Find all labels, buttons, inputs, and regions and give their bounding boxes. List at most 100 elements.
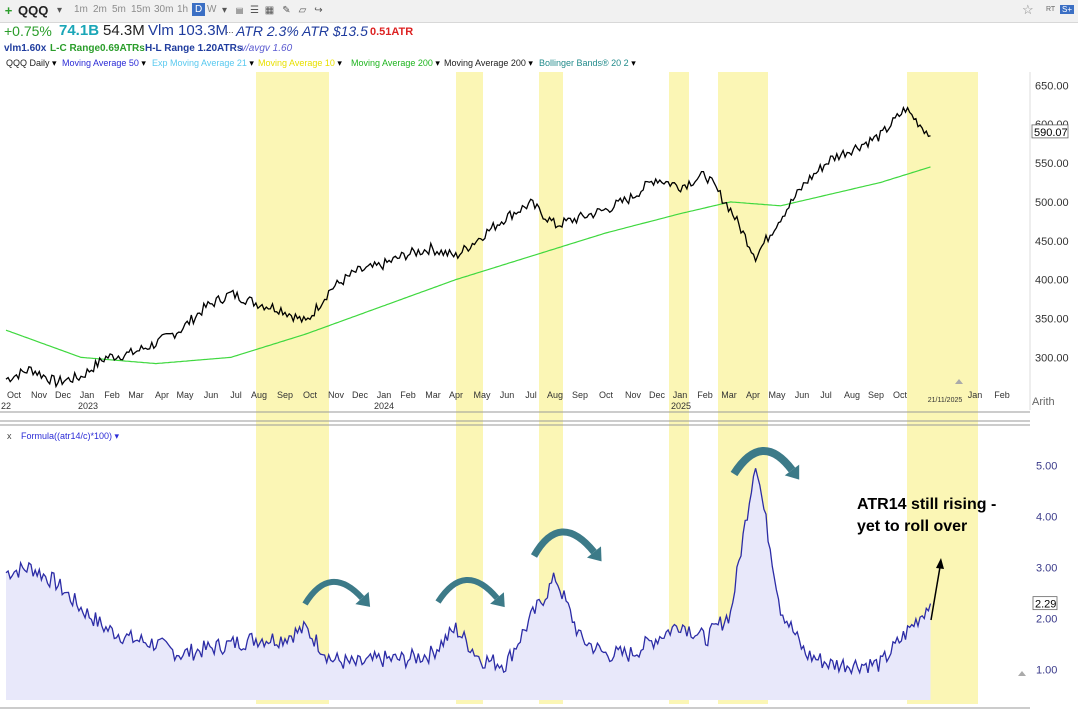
indicator-ma200-black[interactable]: Moving Average 200 ▾ bbox=[444, 58, 533, 68]
year-label: 2023 bbox=[78, 401, 98, 411]
month-label: May bbox=[768, 390, 786, 400]
scale-label: Arith bbox=[1032, 396, 1055, 408]
chart-type-icon[interactable]: ▤ bbox=[235, 6, 244, 15]
month-label: Dec bbox=[55, 390, 72, 400]
price-tick-label: 400.00 bbox=[1035, 275, 1069, 287]
arrow-2-body bbox=[435, 577, 500, 604]
interval-1m[interactable]: 1m bbox=[74, 4, 88, 15]
interval-d[interactable]: D bbox=[192, 3, 206, 16]
indicator-bollinger[interactable]: Bollinger Bands® 20 2 ▾ bbox=[539, 58, 636, 68]
month-label: Aug bbox=[844, 390, 860, 400]
interval-2m[interactable]: 2m bbox=[93, 4, 107, 15]
interval-30m[interactable]: 30m bbox=[154, 4, 174, 15]
indicator-ma50[interactable]: Moving Average 50 ▾ bbox=[62, 58, 146, 68]
toolbar: + QQQ ▾ 1m 2m 5m 15m 30m 1h D W ▾ ▤ ☰ ▦ … bbox=[0, 0, 1078, 23]
month-label: Aug bbox=[251, 390, 267, 400]
month-label: Sep bbox=[277, 390, 293, 400]
month-label: Oct bbox=[7, 390, 22, 400]
arrow-4-body bbox=[730, 447, 796, 477]
symbol-input[interactable]: QQQ bbox=[18, 3, 49, 18]
month-label: Feb bbox=[104, 390, 120, 400]
month-label: Dec bbox=[352, 390, 369, 400]
atr-tick-label: 1.00 bbox=[1036, 664, 1057, 676]
indicator-ma200-green[interactable]: Moving Average 200 ▾ bbox=[351, 58, 440, 68]
annotation-line-2: yet to roll over bbox=[857, 518, 968, 535]
dropdown-icon[interactable]: ▾ bbox=[56, 5, 63, 16]
draw-icon[interactable]: ✎ bbox=[282, 5, 291, 16]
note-icon[interactable]: ▱ bbox=[298, 5, 307, 16]
current-atr-label: 2.29 bbox=[1035, 599, 1056, 611]
highlight-band-1 bbox=[256, 72, 329, 704]
rising-arrow-head bbox=[936, 558, 944, 569]
star-icon[interactable]: ☆ bbox=[1022, 2, 1034, 17]
axes: 650.00600.00550.00500.00450.00400.00350.… bbox=[0, 72, 1069, 709]
annotation-arrows bbox=[302, 447, 944, 621]
month-label: Oct bbox=[303, 390, 318, 400]
month-label: Sep bbox=[572, 390, 588, 400]
arrow-1-body bbox=[302, 579, 365, 606]
indicator-bar: QQQ Daily ▾ Moving Average 50 ▾ Exp Movi… bbox=[0, 58, 1078, 72]
month-label: Nov bbox=[31, 390, 48, 400]
month-label: Apr bbox=[449, 390, 463, 400]
rt-label: RT bbox=[1046, 6, 1056, 13]
month-label: May bbox=[473, 390, 491, 400]
month-label: May bbox=[176, 390, 194, 400]
atr-tick-label: 3.00 bbox=[1036, 562, 1057, 574]
month-label: Sep bbox=[868, 390, 884, 400]
month-label: Oct bbox=[893, 390, 908, 400]
month-label: Jun bbox=[500, 390, 515, 400]
annotation-line-1: ATR14 still rising - bbox=[857, 496, 997, 513]
atr-line bbox=[5, 468, 932, 676]
price-tick-label: 300.00 bbox=[1035, 352, 1069, 364]
atr-area-fill bbox=[6, 468, 931, 700]
interval-5m[interactable]: 5m bbox=[112, 4, 126, 15]
year-label: 2025 bbox=[671, 401, 691, 411]
s-plus-badge[interactable]: S+ bbox=[1060, 5, 1075, 14]
grid-icon[interactable]: ▦ bbox=[264, 5, 275, 16]
indicator-ema21[interactable]: Exp Moving Average 21 ▾ bbox=[152, 58, 254, 68]
interval-1h[interactable]: 1h bbox=[177, 4, 189, 15]
atr-multiple: 0.51ATR bbox=[370, 26, 414, 38]
atr-tick-label: 2.00 bbox=[1036, 613, 1057, 625]
plus-icon[interactable]: + bbox=[4, 3, 13, 18]
interval-dropdown-icon[interactable]: ▾ bbox=[221, 5, 228, 16]
formula-label[interactable]: Formula((atr14/c)*100) ▾ bbox=[21, 431, 120, 441]
scroll-up-icon bbox=[955, 379, 963, 384]
dots: ... bbox=[226, 25, 234, 35]
interval-15m[interactable]: 15m bbox=[131, 4, 151, 15]
month-label: Jan bbox=[80, 390, 95, 400]
quote-line: +0.75% 74.1B 54.3M Vlm 103.3M ... ATR 2.… bbox=[0, 22, 1078, 40]
arrow-3-body bbox=[530, 528, 597, 558]
arrow-3-head bbox=[587, 546, 602, 562]
month-label: Jan bbox=[968, 390, 983, 400]
scroll-up-icon bbox=[1018, 671, 1026, 676]
interval-w[interactable]: W bbox=[207, 4, 217, 15]
price-tick-label: 550.00 bbox=[1035, 158, 1069, 170]
close-panel-button[interactable]: x bbox=[7, 431, 12, 441]
date-label: 21/11/2025 bbox=[928, 397, 963, 404]
lc-range: L-C Range0.69ATRs bbox=[50, 43, 145, 54]
v-avgv: v/avgv 1.60 bbox=[241, 43, 293, 54]
change-pct: +0.75% bbox=[4, 23, 52, 39]
market-cap: 74.1B bbox=[59, 22, 100, 39]
stats-line: vlm1.60x L-C Range0.69ATRs H-L Range 1.2… bbox=[0, 42, 600, 56]
highlight-band-2 bbox=[456, 72, 483, 704]
indicator-qqq-daily[interactable]: QQQ Daily ▾ bbox=[6, 58, 57, 68]
highlight-band-6 bbox=[907, 72, 978, 704]
ma200-line bbox=[5, 166, 931, 365]
undo-icon[interactable]: ↪ bbox=[314, 5, 323, 16]
indicator-ma10[interactable]: Moving Average 10 ▾ bbox=[258, 58, 342, 68]
month-label: Feb bbox=[994, 390, 1010, 400]
vlm-ratio: vlm1.60x bbox=[4, 43, 47, 54]
atr-tick-label: 5.00 bbox=[1036, 460, 1057, 472]
volume: Vlm 103.3M bbox=[148, 22, 229, 39]
month-label: Jul bbox=[230, 390, 242, 400]
compare-icon[interactable]: ☰ bbox=[250, 5, 259, 16]
month-label: Feb bbox=[697, 390, 713, 400]
month-label: Apr bbox=[155, 390, 169, 400]
month-label: Jun bbox=[204, 390, 219, 400]
rising-arrow-body bbox=[930, 566, 941, 621]
month-label: Jan bbox=[673, 390, 688, 400]
arrow-1-head bbox=[355, 591, 371, 607]
